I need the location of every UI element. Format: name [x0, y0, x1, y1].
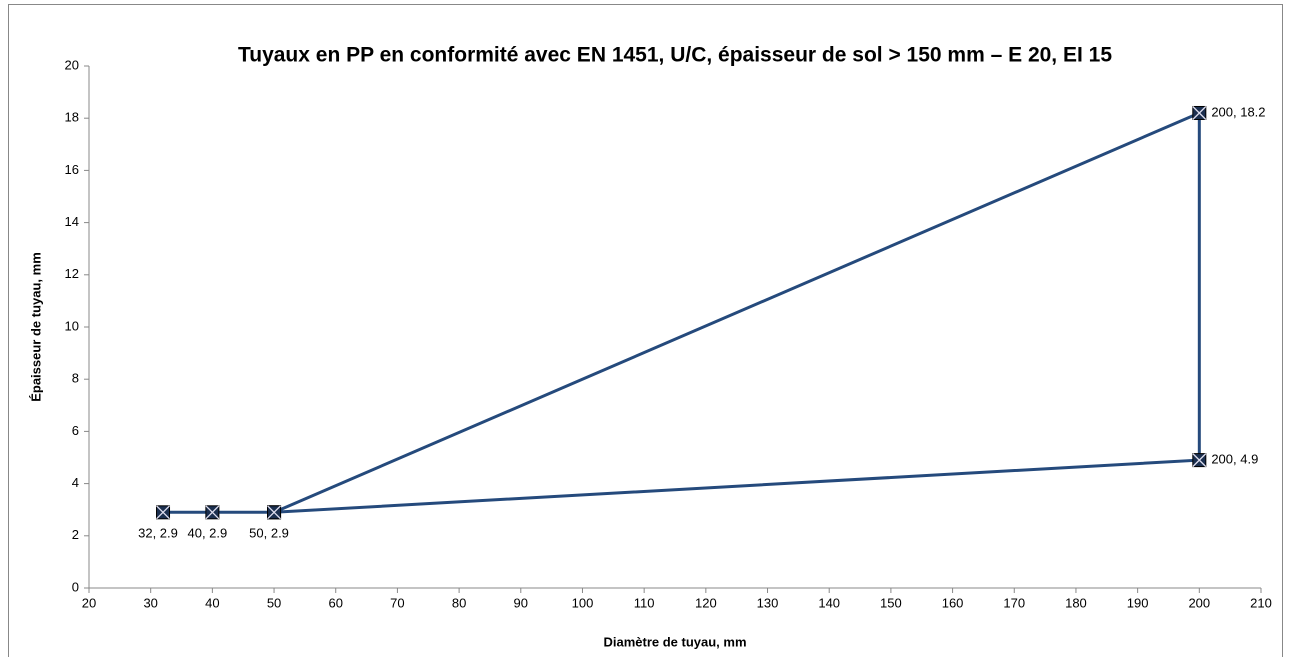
- x-tick-label: 150: [880, 595, 902, 610]
- y-tick-label: 14: [65, 214, 79, 229]
- x-tick-label: 140: [818, 595, 840, 610]
- x-tick-label: 80: [452, 595, 466, 610]
- y-axis-title: Épaisseur de tuyau, mm: [28, 252, 43, 402]
- data-label: 40, 2.9: [187, 526, 227, 541]
- x-tick-label: 40: [205, 595, 219, 610]
- x-tick-label: 170: [1003, 595, 1025, 610]
- y-tick-label: 4: [72, 475, 79, 490]
- y-tick-label: 8: [72, 371, 79, 386]
- y-tick-label: 2: [72, 527, 79, 542]
- x-tick-label: 190: [1127, 595, 1149, 610]
- y-tick-label: 12: [65, 266, 79, 281]
- data-label: 32, 2.9: [138, 526, 178, 541]
- x-tick-label: 210: [1250, 595, 1272, 610]
- x-tick-label: 70: [390, 595, 404, 610]
- y-tick-label: 18: [65, 110, 79, 125]
- data-label: 200, 18.2: [1211, 104, 1265, 119]
- marker: [267, 505, 282, 520]
- chart-border: [8, 4, 1283, 657]
- x-tick-label: 110: [634, 595, 655, 610]
- y-tick-label: 10: [65, 318, 79, 333]
- data-label: 200, 4.9: [1211, 452, 1258, 467]
- x-tick-label: 90: [514, 595, 528, 610]
- chart-title: Tuyaux en PP en conformité avec EN 1451,…: [238, 44, 1112, 67]
- marker: [1192, 453, 1207, 468]
- marker: [1192, 105, 1207, 120]
- y-tick-label: 6: [72, 423, 79, 438]
- x-tick-label: 60: [329, 595, 343, 610]
- x-axis-title: Diamètre de tuyau, mm: [603, 634, 746, 649]
- y-tick-label: 20: [65, 57, 79, 72]
- marker: [156, 505, 171, 520]
- x-tick-label: 30: [143, 595, 157, 610]
- x-tick-label: 200: [1188, 595, 1210, 610]
- y-tick-label: 16: [65, 162, 79, 177]
- data-label: 50, 2.9: [249, 526, 289, 541]
- y-tick-label: 0: [72, 579, 79, 594]
- x-tick-label: 20: [82, 595, 96, 610]
- x-tick-label: 50: [267, 595, 281, 610]
- x-tick-label: 160: [942, 595, 964, 610]
- x-tick-label: 180: [1065, 595, 1087, 610]
- series-line: [163, 110, 1201, 514]
- x-tick-label: 120: [695, 595, 717, 610]
- x-tick-label: 100: [572, 595, 594, 610]
- marker: [205, 505, 220, 520]
- x-tick-label: 130: [757, 595, 779, 610]
